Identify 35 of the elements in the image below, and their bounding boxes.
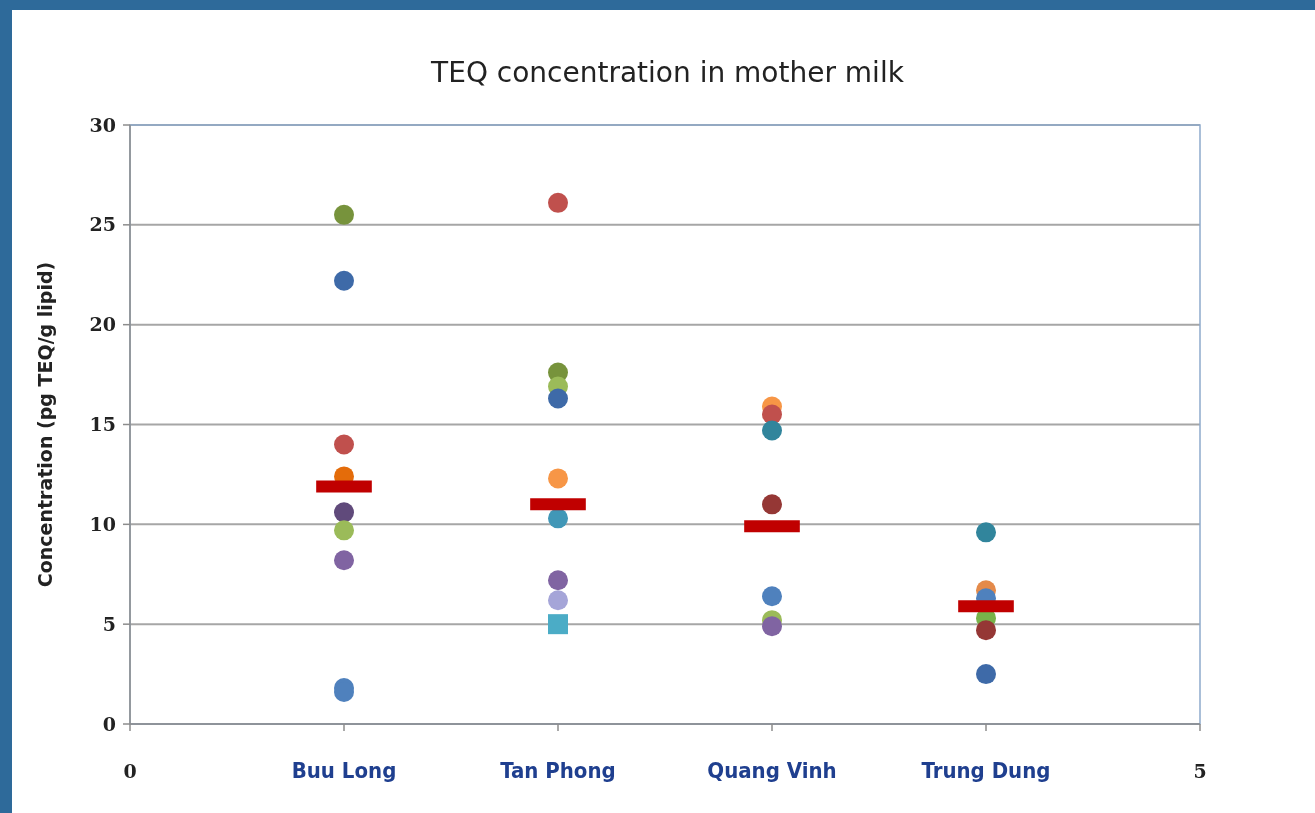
y-tick-label: 10 bbox=[89, 512, 116, 535]
y-tick-label: 30 bbox=[89, 113, 116, 136]
point bbox=[548, 614, 568, 635]
y-tick-label: 15 bbox=[89, 413, 116, 436]
x-tick-label: Buu Long bbox=[291, 758, 397, 783]
point bbox=[548, 468, 568, 489]
point bbox=[548, 388, 568, 409]
point bbox=[976, 664, 996, 685]
chart-title: TEQ concentration in mother milk bbox=[430, 56, 905, 89]
point bbox=[548, 192, 568, 213]
point bbox=[548, 590, 568, 611]
point bbox=[976, 522, 996, 543]
point bbox=[334, 434, 354, 455]
y-tick-label: 5 bbox=[102, 612, 116, 635]
point bbox=[548, 570, 568, 591]
y-tick-label: 20 bbox=[89, 313, 116, 336]
point bbox=[762, 586, 782, 607]
x-tick-label: Quang Vinh bbox=[707, 758, 837, 783]
point bbox=[762, 494, 782, 515]
x-tick-label: 0 bbox=[123, 760, 137, 782]
point bbox=[334, 520, 354, 541]
point bbox=[548, 508, 568, 529]
y-axis-title: Concentration (pg TEQ/g lipid) bbox=[34, 261, 56, 588]
point bbox=[762, 420, 782, 441]
x-tick-label: 5 bbox=[1193, 760, 1207, 782]
point bbox=[334, 270, 354, 291]
point bbox=[762, 616, 782, 637]
y-tick-label: 25 bbox=[89, 213, 116, 236]
point bbox=[334, 204, 354, 225]
x-tick-label: Trung Dung bbox=[921, 758, 1051, 783]
x-tick-label: Tan Phong bbox=[500, 758, 616, 783]
point bbox=[334, 550, 354, 571]
point bbox=[976, 620, 996, 641]
y-tick-label: 0 bbox=[102, 712, 116, 735]
point bbox=[334, 502, 354, 523]
